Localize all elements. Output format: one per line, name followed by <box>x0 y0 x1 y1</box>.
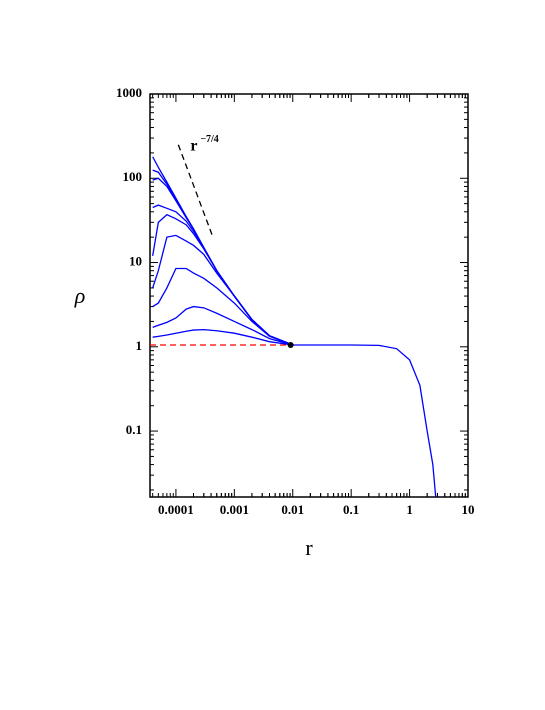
point <box>287 342 294 349</box>
x-tick-label: 1 <box>406 502 413 517</box>
x-tick-label: 10 <box>462 502 475 517</box>
plot-area <box>150 156 437 497</box>
reference-line <box>177 144 214 238</box>
y-tick-label: 100 <box>123 169 143 184</box>
reference-label-exponent: −7/4 <box>200 134 218 145</box>
y-tick-label: 0.1 <box>126 422 142 437</box>
series-line <box>152 328 293 346</box>
x-axis-label: r <box>305 535 313 560</box>
x-tick-label: 0.01 <box>281 502 304 517</box>
x-tick-label: 0.001 <box>220 502 249 517</box>
series-line <box>152 156 437 497</box>
series-line <box>152 267 293 346</box>
reference-label: r <box>190 137 197 154</box>
series-line <box>152 305 293 346</box>
plot-frame <box>149 93 469 498</box>
x-tick-label: 0.1 <box>343 502 359 517</box>
y-tick-label: 1 <box>136 338 143 353</box>
series-line <box>152 234 293 346</box>
series-line <box>152 177 293 346</box>
y-tick-label: 1000 <box>116 85 142 100</box>
y-tick-label: 10 <box>129 254 142 269</box>
x-tick-label: 0.0001 <box>158 502 194 517</box>
y-axis-label: ρ <box>74 283 86 308</box>
series-line <box>152 204 293 346</box>
